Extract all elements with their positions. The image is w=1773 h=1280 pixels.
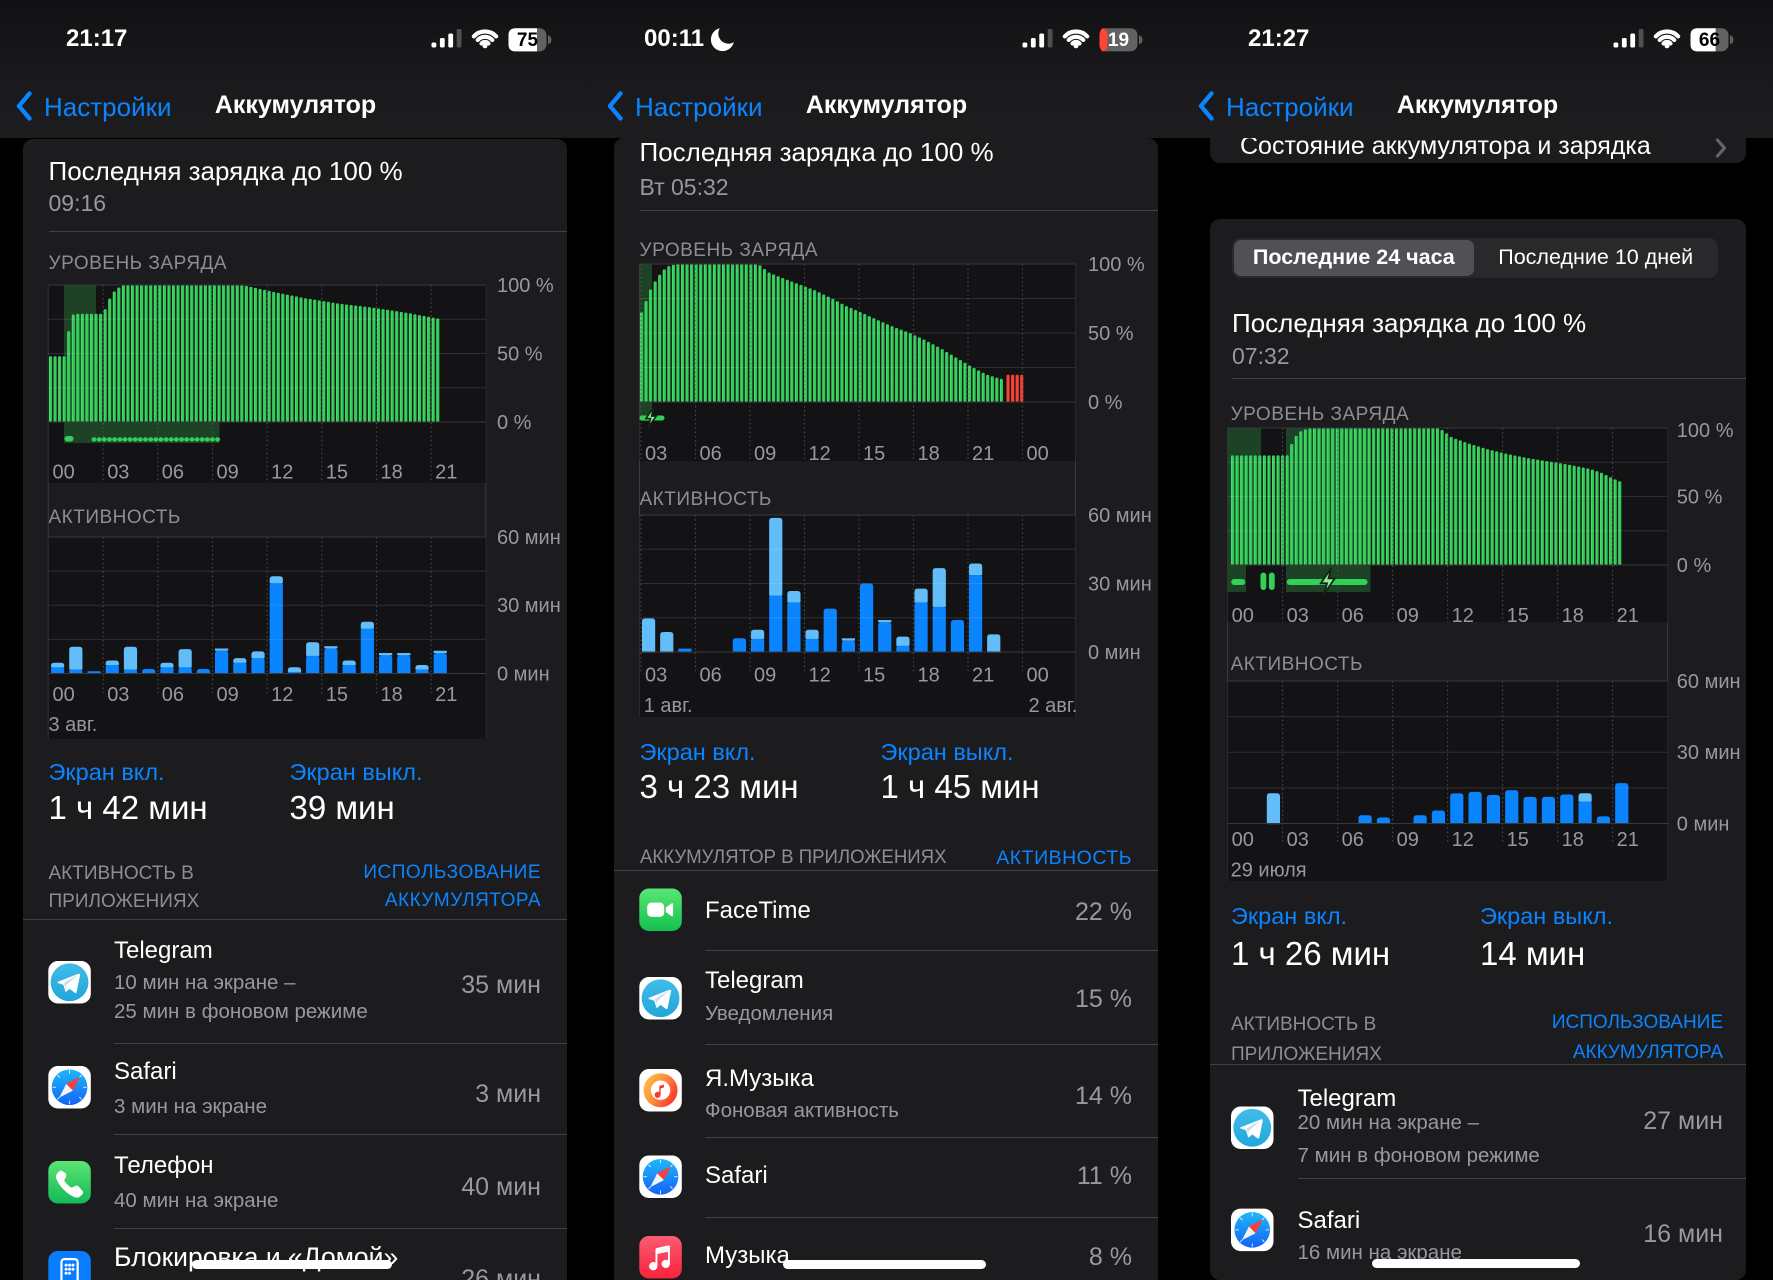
svg-text:50 %: 50 % — [1677, 487, 1723, 509]
svg-text:15: 15 — [863, 443, 885, 465]
svg-text:12: 12 — [809, 665, 831, 687]
svg-text:03: 03 — [1287, 605, 1309, 627]
svg-text:21: 21 — [435, 684, 457, 706]
svg-text:21: 21 — [972, 443, 994, 465]
svg-text:03: 03 — [645, 665, 667, 687]
svg-text:60 мин: 60 мин — [1088, 505, 1152, 527]
svg-text:00: 00 — [1232, 605, 1254, 627]
svg-text:19: 19 — [1108, 30, 1129, 51]
svg-text:06: 06 — [162, 462, 184, 484]
svg-text:1 авг.: 1 авг. — [644, 695, 693, 717]
svg-text:18: 18 — [918, 665, 940, 687]
svg-text:30 мин: 30 мин — [1677, 742, 1741, 764]
svg-text:100 %: 100 % — [497, 275, 554, 297]
svg-text:0 мин: 0 мин — [1088, 642, 1141, 664]
svg-text:03: 03 — [645, 443, 667, 465]
svg-text:0 %: 0 % — [497, 412, 532, 434]
svg-text:06: 06 — [700, 665, 722, 687]
svg-text:0 мин: 0 мин — [497, 664, 550, 686]
svg-text:06: 06 — [1342, 605, 1364, 627]
svg-text:2 авг.: 2 авг. — [1029, 695, 1078, 717]
svg-text:15: 15 — [863, 665, 885, 687]
svg-text:15: 15 — [1507, 829, 1529, 851]
svg-text:18: 18 — [1562, 829, 1584, 851]
svg-text:30 мин: 30 мин — [497, 595, 561, 617]
svg-text:12: 12 — [1452, 605, 1474, 627]
svg-text:09: 09 — [754, 665, 776, 687]
svg-text:06: 06 — [1342, 829, 1364, 851]
svg-text:0 %: 0 % — [1677, 555, 1712, 577]
svg-text:3 авг.: 3 авг. — [49, 714, 98, 736]
svg-text:15: 15 — [326, 684, 348, 706]
svg-text:03: 03 — [107, 462, 129, 484]
svg-text:15: 15 — [326, 462, 348, 484]
svg-text:09: 09 — [1397, 829, 1419, 851]
svg-text:18: 18 — [918, 443, 940, 465]
svg-text:75: 75 — [517, 30, 539, 51]
svg-text:00: 00 — [1232, 829, 1254, 851]
svg-text:18: 18 — [1562, 605, 1584, 627]
svg-text:21: 21 — [435, 462, 457, 484]
svg-text:03: 03 — [1287, 829, 1309, 851]
svg-text:12: 12 — [809, 443, 831, 465]
svg-text:00: 00 — [53, 462, 75, 484]
svg-text:03: 03 — [107, 684, 129, 706]
svg-text:12: 12 — [1452, 829, 1474, 851]
svg-text:21: 21 — [972, 665, 994, 687]
svg-text:66: 66 — [1699, 30, 1720, 51]
svg-text:18: 18 — [381, 684, 403, 706]
svg-text:06: 06 — [700, 443, 722, 465]
svg-text:50 %: 50 % — [1088, 323, 1134, 345]
svg-text:09: 09 — [217, 684, 239, 706]
svg-text:29 июля: 29 июля — [1231, 860, 1307, 882]
svg-text:60 мин: 60 мин — [497, 527, 561, 549]
svg-text:00: 00 — [53, 684, 75, 706]
svg-text:18: 18 — [381, 462, 403, 484]
svg-text:21: 21 — [1617, 829, 1639, 851]
svg-text:21: 21 — [1617, 605, 1639, 627]
svg-text:50 %: 50 % — [497, 344, 543, 366]
svg-text:100 %: 100 % — [1677, 420, 1734, 442]
svg-text:12: 12 — [271, 462, 293, 484]
svg-text:60 мин: 60 мин — [1677, 671, 1741, 693]
svg-text:06: 06 — [162, 684, 184, 706]
svg-text:30 мин: 30 мин — [1088, 574, 1152, 596]
svg-text:15: 15 — [1507, 605, 1529, 627]
svg-text:0 мин: 0 мин — [1677, 814, 1730, 836]
svg-text:100 %: 100 % — [1088, 254, 1145, 276]
svg-text:09: 09 — [217, 462, 239, 484]
svg-text:09: 09 — [754, 443, 776, 465]
svg-text:12: 12 — [271, 684, 293, 706]
svg-text:09: 09 — [1397, 605, 1419, 627]
svg-text:00: 00 — [1027, 665, 1049, 687]
svg-text:00: 00 — [1027, 443, 1049, 465]
svg-text:0 %: 0 % — [1088, 392, 1123, 414]
